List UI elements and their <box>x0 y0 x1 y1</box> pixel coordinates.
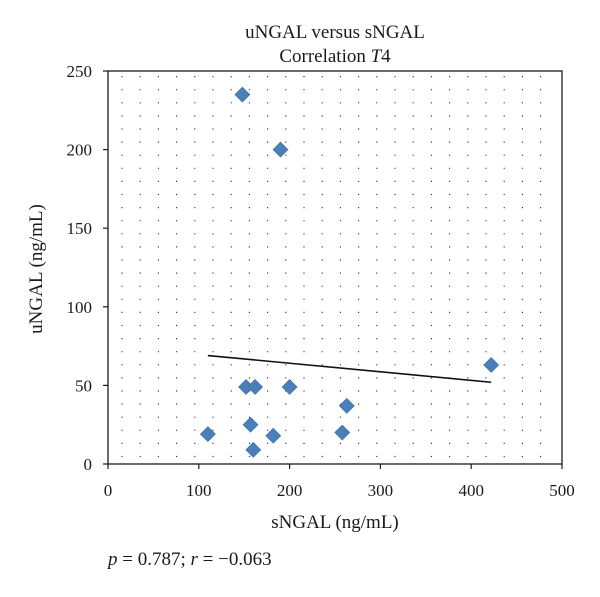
x-tick-label: 200 <box>277 481 303 500</box>
y-axis: 0 50 100 150 200 250 <box>67 62 108 474</box>
x-axis-label: sNGAL (ng/mL) <box>271 512 399 533</box>
data-point-diamond <box>281 379 298 395</box>
x-tick-label: 100 <box>186 481 212 500</box>
y-tick-label: 100 <box>67 298 93 317</box>
chart-subtitle-italic: T <box>371 46 383 67</box>
plot-frame <box>107 70 563 465</box>
y-tick-label: 150 <box>67 219 93 238</box>
data-point-diamond <box>483 357 500 373</box>
y-axis-label: uNGAL (ng/mL) <box>26 204 47 334</box>
data-point-diamond <box>265 427 282 444</box>
trendline-group <box>207 354 492 384</box>
trendline <box>207 354 492 384</box>
x-tick-label: 400 <box>458 481 484 500</box>
x-tick-label: 300 <box>368 481 394 500</box>
y-tick-label: 50 <box>75 376 92 395</box>
plot-area <box>107 70 563 465</box>
p-symbol: p <box>108 549 118 570</box>
x-tick-label: 500 <box>549 481 575 500</box>
y-tick-label: 200 <box>67 141 93 160</box>
y-tick-label: 0 <box>84 455 93 474</box>
p-value: = 0.787; <box>117 549 191 570</box>
data-point-diamond <box>245 441 262 458</box>
chart-subtitle-suffix: 4 <box>381 46 391 67</box>
r-value: = −0.063 <box>197 549 272 570</box>
x-axis: 0 100 200 300 400 500 <box>104 464 575 500</box>
data-point-diamond <box>272 141 289 158</box>
r-symbol: r <box>190 549 198 570</box>
y-tick-label: 250 <box>67 62 93 81</box>
data-point-diamond <box>199 426 216 443</box>
data-point-diamond <box>242 416 259 433</box>
x-tick-label: 0 <box>104 481 113 500</box>
chart-subtitle: Correlation T4 <box>279 46 391 67</box>
correlation-stats: p = 0.787; r = −0.063 <box>108 549 272 571</box>
chart-subtitle-prefix: Correlation <box>279 46 370 67</box>
data-point-diamond <box>338 397 355 414</box>
data-point-diamond <box>247 379 264 395</box>
scatter-chart: uNGAL versus sNGAL Correlation T4 0 100 20… <box>26 22 575 533</box>
data-point-diamond <box>334 424 351 441</box>
data-point-diamond <box>234 86 251 103</box>
data-points <box>199 86 500 458</box>
chart-title: uNGAL versus sNGAL <box>245 22 425 43</box>
